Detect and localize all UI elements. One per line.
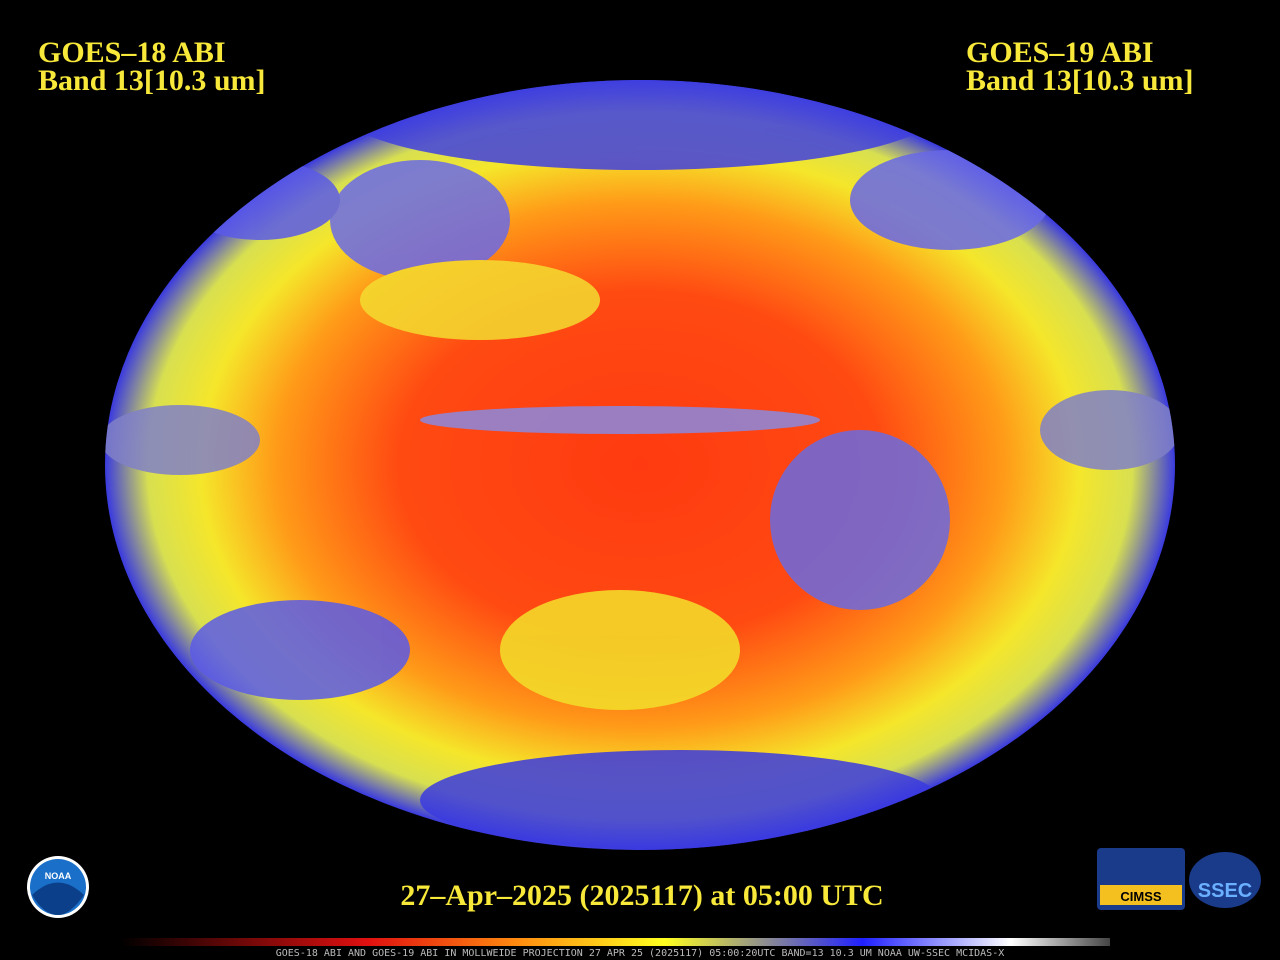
right-satellite: GOES–19 ABI xyxy=(966,36,1154,69)
ssec-logo: SSEC xyxy=(1189,852,1261,908)
cimss-logo: CIMSS xyxy=(1097,848,1185,910)
footer: GOES-18 ABI AND GOES-19 ABI IN MOLLWEIDE… xyxy=(276,948,1004,959)
left-satellite: GOES–18 ABI xyxy=(38,36,226,69)
cloud-features xyxy=(105,80,1175,850)
right-band: Band 13[10.3 um] xyxy=(966,64,1194,97)
noaa-label: NOAA xyxy=(45,871,72,881)
ssec-label: SSEC xyxy=(1198,880,1252,902)
cimss-label: CIMSS xyxy=(1120,889,1162,904)
color-bar xyxy=(120,938,1110,946)
noaa-logo: NOAA xyxy=(27,856,89,918)
left-band: Band 13[10.3 um] xyxy=(38,64,266,97)
timestamp: 27–Apr–2025 (2025117) at 05:00 UTC xyxy=(400,879,883,912)
